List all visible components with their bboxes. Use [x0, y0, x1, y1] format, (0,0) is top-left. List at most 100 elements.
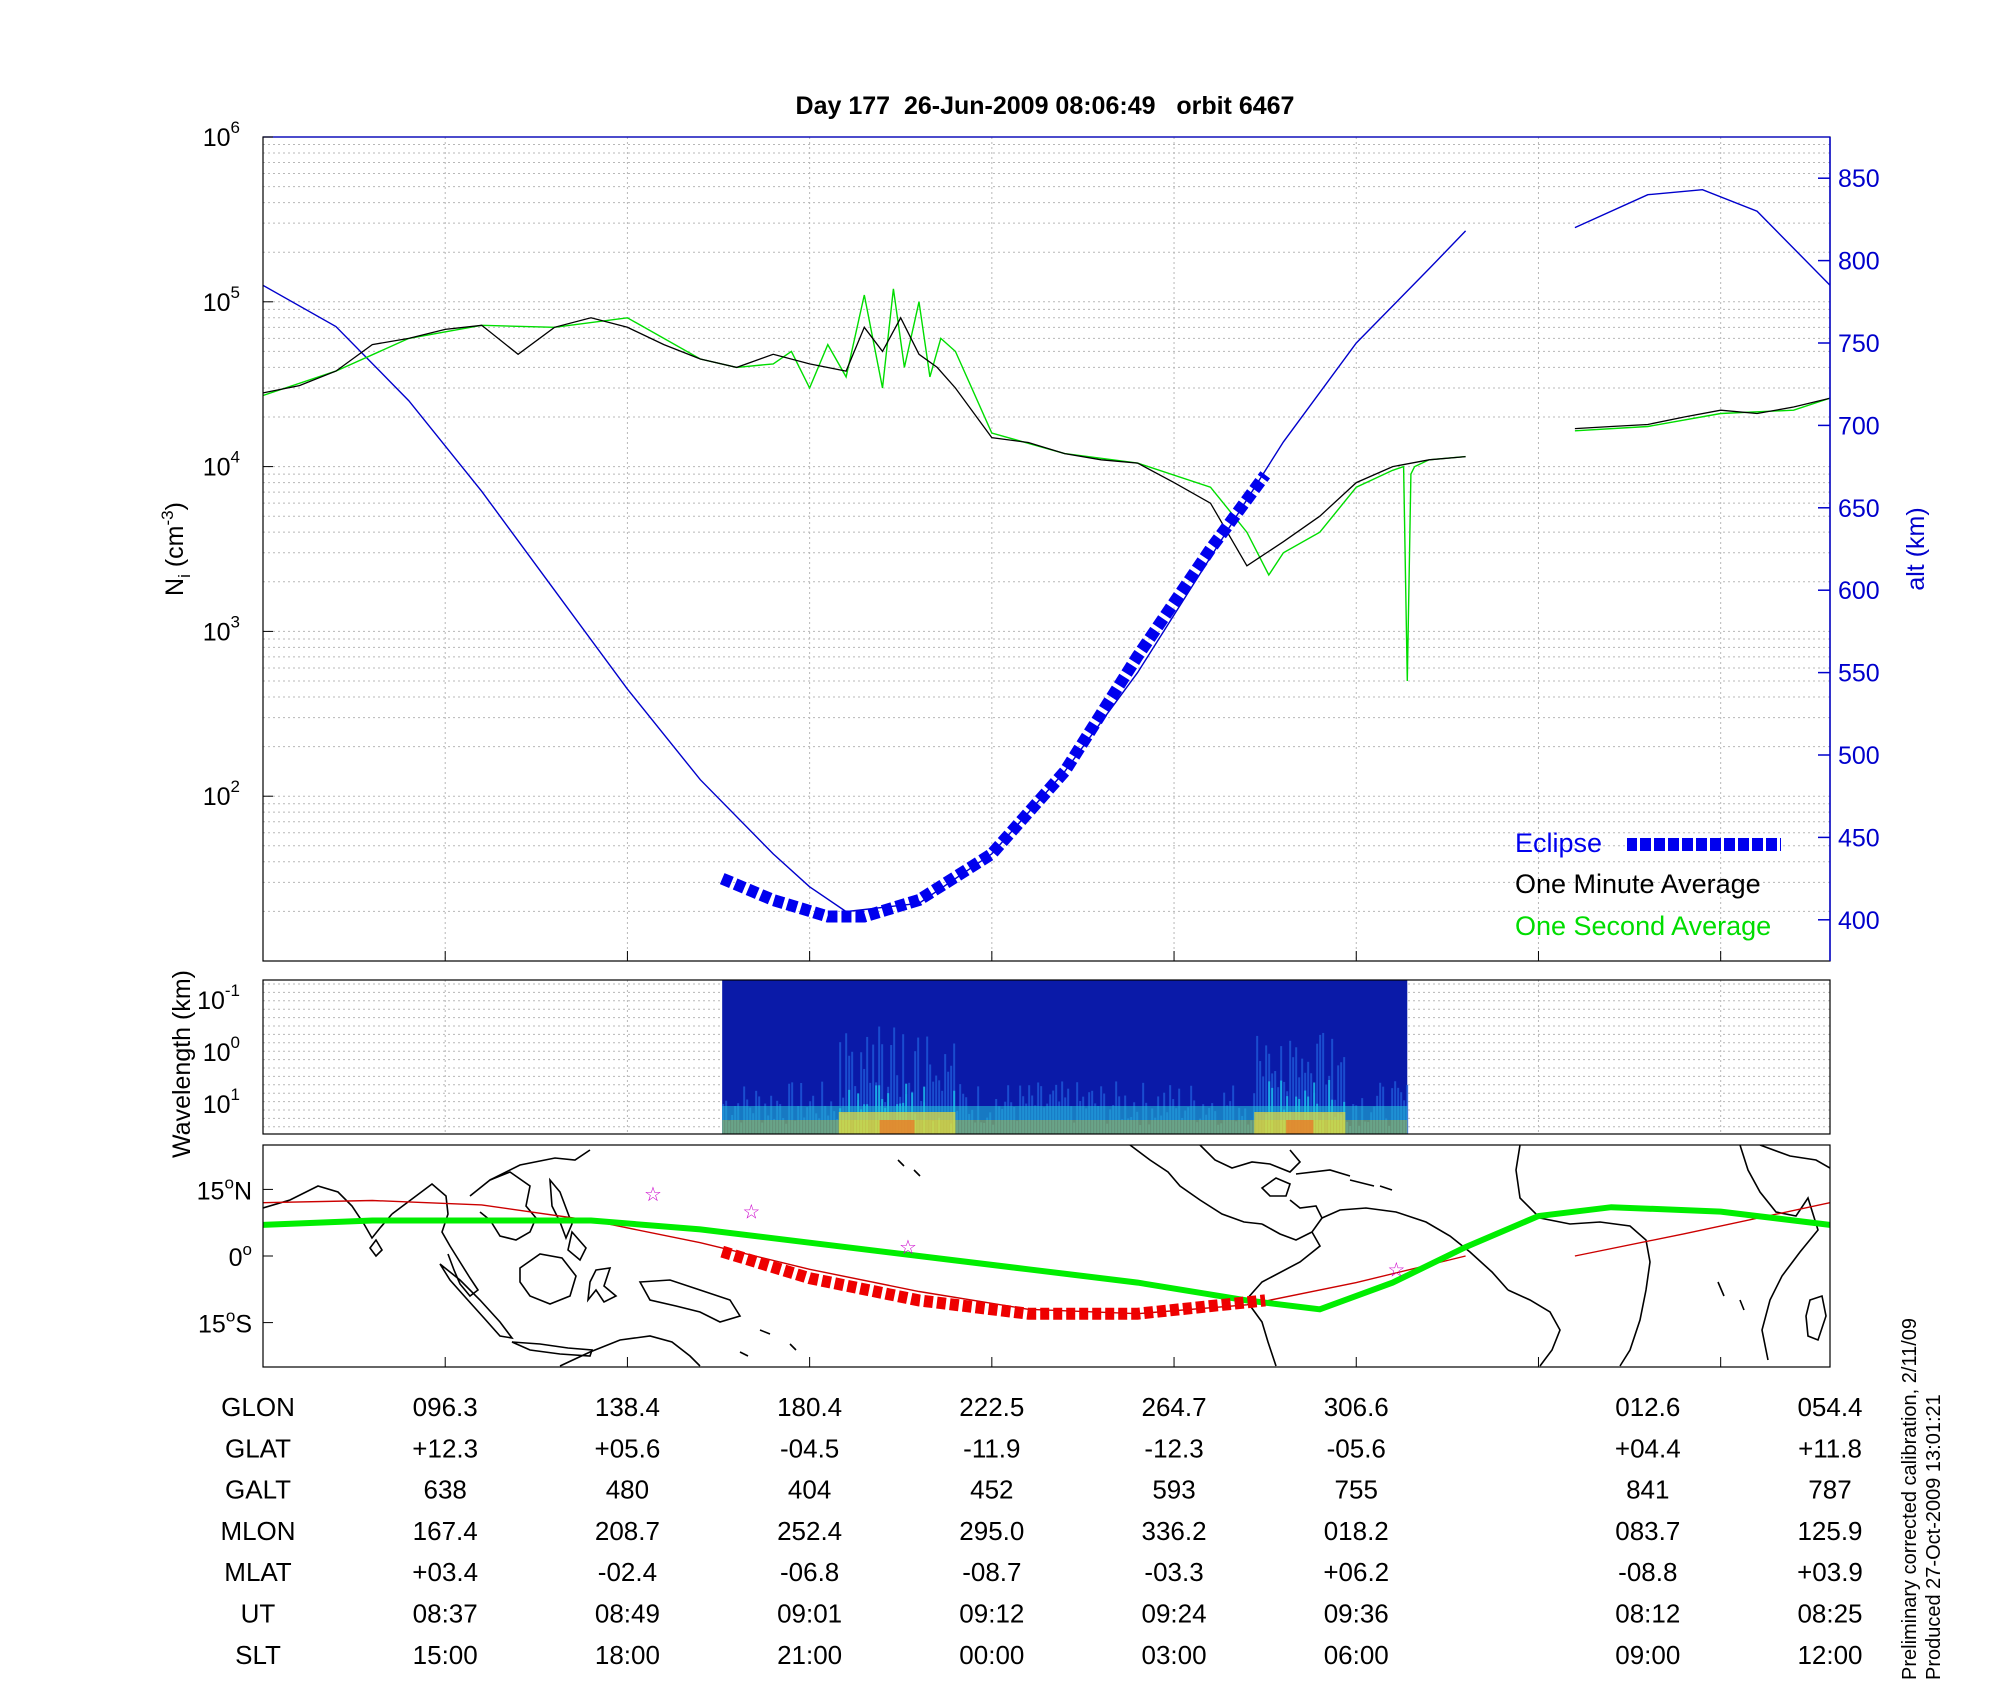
legend-dash-gap: [1679, 836, 1682, 853]
spectrogram-column: [860, 1052, 863, 1134]
coast-borneo: [519, 1253, 577, 1305]
table-cell: 138.4: [595, 1392, 660, 1422]
table-cell: -02.4: [598, 1557, 657, 1587]
map-grid: [444, 1357, 1722, 1367]
legend-dash-gap: [1735, 836, 1738, 853]
table-cell: 480: [606, 1475, 649, 1505]
table-cell: 222.5: [959, 1392, 1024, 1422]
legend-dash-gap: [1777, 836, 1780, 853]
table-cell: 755: [1335, 1475, 1378, 1505]
eclipse-track-line: [720, 1245, 1266, 1320]
table-cell: 252.4: [777, 1516, 842, 1546]
legend-dash-gap: [1763, 836, 1766, 853]
table-cell: 08:49: [595, 1599, 660, 1629]
spectrogram-column: [1292, 1057, 1295, 1134]
spectrogram-column: [893, 1027, 896, 1134]
spectrogram-column: [1295, 1047, 1298, 1134]
spectrogram-column: [1274, 1071, 1277, 1134]
legend: Eclipse One Minute Average One Second Av…: [1515, 828, 1781, 941]
table-cell: -06.8: [780, 1557, 839, 1587]
spectrogram-column: [1310, 1073, 1313, 1134]
spectrogram-frame: [262, 979, 1831, 1135]
table-cell: 167.4: [413, 1516, 478, 1546]
coast-south-america-north: [1321, 1207, 1509, 1291]
spectrogram-column: [872, 1044, 875, 1134]
spectrogram-column: [866, 1036, 869, 1134]
one-second-average-segment-1: [1574, 397, 1830, 432]
table-cell: 336.2: [1142, 1516, 1207, 1546]
table-row-label: UT: [241, 1599, 276, 1629]
coast-arabia: [1759, 1145, 1830, 1169]
coast-philippines: [549, 1177, 587, 1262]
table-cell: -04.5: [780, 1433, 839, 1463]
table-row-label: SLT: [235, 1640, 281, 1670]
ground-track-map-panel: ☆ ☆ ☆ ☆ 15oN 0o 15oS: [197, 1144, 1831, 1368]
legend-dash-gap: [1707, 836, 1710, 853]
table-cell: 12:00: [1797, 1640, 1862, 1670]
star-marker: ☆: [644, 1184, 662, 1206]
table-cell: +03.9: [1797, 1557, 1863, 1587]
table-cell: +04.4: [1615, 1433, 1681, 1463]
table-cell: +06.2: [1323, 1557, 1389, 1587]
spectrogram-column: [1340, 1062, 1343, 1134]
legend-eclipse-swatch: [1627, 838, 1781, 851]
table-cell: 841: [1626, 1475, 1669, 1505]
legend-dash-gap: [1721, 836, 1724, 853]
table-cell: 083.7: [1615, 1516, 1680, 1546]
table-cell: -05.6: [1327, 1433, 1386, 1463]
table-cell: 452: [970, 1475, 1013, 1505]
spectrogram-column: [1259, 1061, 1262, 1134]
table-row-label: GALT: [225, 1475, 291, 1505]
spectrogram-column: [1289, 1040, 1292, 1134]
star-marker: ☆: [742, 1202, 760, 1224]
table-cell: -08.8: [1618, 1557, 1677, 1587]
spectrogram-column: [1331, 1038, 1334, 1134]
table-cell: 593: [1152, 1475, 1195, 1505]
table-cell: 012.6: [1615, 1392, 1680, 1422]
table-cell: 00:00: [959, 1640, 1024, 1670]
coast-africa-west: [1515, 1145, 1651, 1367]
one-minute-average-segment-0: [263, 316, 1466, 567]
spectrogram-column: [851, 1051, 854, 1134]
spectrogram-column: [1322, 1032, 1325, 1134]
spectrogram-column: [863, 1068, 866, 1134]
legend-minute-label: One Minute Average: [1515, 869, 1761, 899]
y2-tick-label: 500: [1838, 742, 1880, 770]
spectrogram-column: [953, 1043, 956, 1134]
table-cell: +03.4: [412, 1557, 478, 1587]
map-series-layer: ☆ ☆ ☆ ☆: [263, 1184, 1830, 1320]
spectrogram-column: [881, 1044, 884, 1134]
y-tick-label: 103: [203, 612, 240, 646]
table-cell: +12.3: [412, 1433, 478, 1463]
coast-brazil: [1507, 1289, 1561, 1367]
y2-tick-label: 550: [1838, 660, 1880, 688]
spectrogram-column: [935, 1075, 938, 1134]
table-cell: 09:00: [1615, 1640, 1680, 1670]
table-cell: 054.4: [1797, 1392, 1862, 1422]
coast-burma-malaya: [391, 1182, 480, 1298]
y-tick-label: 104: [203, 448, 240, 482]
legend-dash-gap: [1665, 836, 1668, 853]
spectrogram-peak-1: [1286, 1120, 1314, 1134]
spectrogram-column: [914, 1051, 917, 1134]
coast-china: [489, 1149, 591, 1181]
table-cell: 15:00: [413, 1640, 478, 1670]
table-cell: 264.7: [1142, 1392, 1207, 1422]
left-y-ticks: 102 103 104 105 106: [203, 118, 273, 811]
table-cell: -03.3: [1144, 1557, 1203, 1587]
table-cell: 096.3: [413, 1392, 478, 1422]
wavelength-spectrogram-panel: 10-1 100 101 Wavelength (km): [168, 970, 1831, 1158]
spectrogram-column: [839, 1042, 842, 1134]
altitude-line-segment-1: [1574, 188, 1830, 286]
table-cell: 208.7: [595, 1516, 660, 1546]
spectrogram-column: [878, 1026, 881, 1134]
coast-south-america-west: [1244, 1231, 1322, 1367]
table-cell: -08.7: [962, 1557, 1021, 1587]
coast-sumatra: [439, 1263, 514, 1340]
spectrogram-column: [1265, 1045, 1268, 1134]
legend-dash-gap: [1637, 836, 1640, 853]
y2-tick-label: 600: [1838, 577, 1880, 605]
coast-gulf: [1199, 1145, 1302, 1173]
table-row-label: GLAT: [225, 1433, 291, 1463]
